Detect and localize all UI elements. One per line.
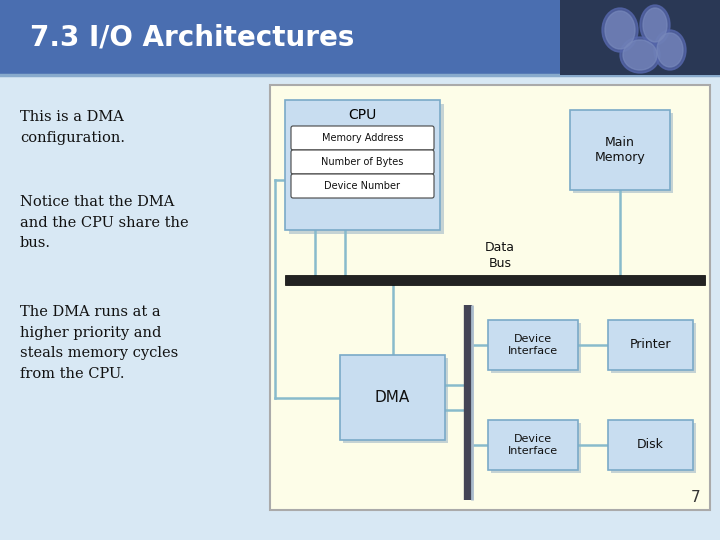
Text: Memory Address: Memory Address [322,133,403,143]
Text: Device Number: Device Number [325,181,400,191]
Text: Data
Bus: Data Bus [485,241,515,270]
Ellipse shape [643,8,667,42]
Bar [285,275,705,285]
Bar [488,420,578,470]
Text: Main
Memory: Main Memory [595,136,645,164]
Text: 7.3 I/O Architectures: 7.3 I/O Architectures [30,23,354,51]
Bar [343,358,448,443]
Text: 7: 7 [690,490,700,505]
Bar [560,0,720,75]
FancyBboxPatch shape [291,126,434,150]
Text: Number of Bytes: Number of Bytes [321,157,404,167]
Bar [570,110,670,190]
Bar [0,75,265,520]
Bar [608,420,693,470]
Bar [340,355,445,440]
Ellipse shape [657,33,683,67]
Ellipse shape [654,30,686,70]
Ellipse shape [602,8,638,52]
Bar [573,113,673,193]
Bar [611,323,696,373]
Text: CPU: CPU [348,108,377,122]
Text: Printer: Printer [630,339,671,352]
FancyBboxPatch shape [291,150,434,174]
Text: Notice that the DMA
and the CPU share the
bus.: Notice that the DMA and the CPU share th… [20,195,189,250]
Text: The DMA runs at a
higher priority and
steals memory cycles
from the CPU.: The DMA runs at a higher priority and st… [20,305,179,381]
Bar [289,104,444,234]
Ellipse shape [605,11,635,49]
Text: This is a DMA
configuration.: This is a DMA configuration. [20,110,125,145]
Bar [608,320,693,370]
Ellipse shape [620,37,660,73]
Text: Device
Interface: Device Interface [508,334,558,356]
Bar [491,323,581,373]
Text: Device
Interface: Device Interface [508,434,558,456]
Text: DMA: DMA [375,390,410,405]
Bar [285,100,440,230]
Bar [611,423,696,473]
Text: Disk: Disk [637,438,664,451]
Bar [491,423,581,473]
FancyBboxPatch shape [291,174,434,198]
Bar [270,85,710,510]
Ellipse shape [640,5,670,45]
Bar [488,320,578,370]
Bar [0,0,720,75]
Ellipse shape [623,40,657,70]
